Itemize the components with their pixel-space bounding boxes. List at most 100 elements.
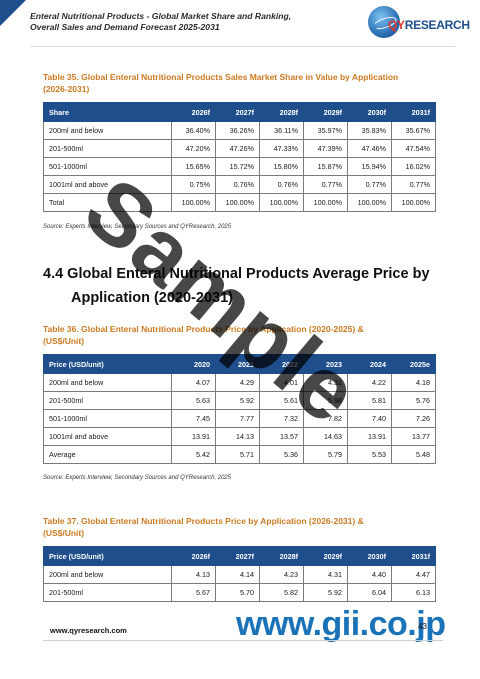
value-cell: 15.87% bbox=[303, 157, 348, 176]
value-cell: 5.79 bbox=[303, 445, 348, 464]
value-cell: 5.67 bbox=[171, 583, 216, 602]
value-cell: 4.47 bbox=[391, 565, 436, 584]
table37-caption: Table 37. Global Enteral Nutritional Pro… bbox=[43, 516, 364, 538]
column-header-year: 2023 bbox=[303, 354, 348, 374]
value-cell: 47.54% bbox=[391, 139, 436, 158]
globe-icon bbox=[368, 6, 400, 38]
row-label-cell: 200ml and below bbox=[43, 373, 172, 392]
value-cell: 0.76% bbox=[259, 175, 304, 194]
value-cell: 35.97% bbox=[303, 121, 348, 140]
value-cell: 4.18 bbox=[391, 373, 436, 392]
column-header-year: 2029f bbox=[303, 546, 348, 566]
value-cell: 4.23 bbox=[259, 565, 304, 584]
footer-url: www.qyresearch.com bbox=[50, 626, 127, 635]
column-header-year: 2031f bbox=[391, 546, 436, 566]
table36-source: Source: Experts Interview, Secondary Sou… bbox=[43, 475, 232, 481]
value-cell: 15.80% bbox=[259, 157, 304, 176]
value-cell: 16.02% bbox=[391, 157, 436, 176]
value-cell: 47.26% bbox=[215, 139, 260, 158]
table-row: Average 5.42 5.71 5.36 5.79 5.53 5.48 bbox=[43, 445, 436, 464]
column-header-year: 2027f bbox=[215, 546, 260, 566]
column-header-year: 2030f bbox=[347, 546, 392, 566]
value-cell: 47.39% bbox=[303, 139, 348, 158]
value-cell: 5.92 bbox=[215, 391, 260, 410]
column-header-year: 2028f bbox=[259, 102, 304, 122]
value-cell: 5.92 bbox=[303, 583, 348, 602]
column-header-year: 2026f bbox=[171, 546, 216, 566]
value-cell: 13.91 bbox=[347, 427, 392, 446]
column-header-year: 2030f bbox=[347, 102, 392, 122]
column-header-label: Price (USD/unit) bbox=[43, 354, 172, 374]
value-cell: 13.77 bbox=[391, 427, 436, 446]
value-cell: 5.53 bbox=[347, 445, 392, 464]
footer-divider bbox=[43, 640, 443, 641]
value-cell: 7.26 bbox=[391, 409, 436, 428]
value-cell: 5.76 bbox=[391, 391, 436, 410]
value-cell: 100.00% bbox=[347, 193, 392, 212]
section-heading: 4.4 Global Enteral Nutritional Products … bbox=[43, 262, 463, 310]
logo-text: QYRESEARCH bbox=[388, 18, 470, 32]
column-header-year: 2021 bbox=[215, 354, 260, 374]
value-cell: 6.13 bbox=[391, 583, 436, 602]
column-header-year: 2027f bbox=[215, 102, 260, 122]
value-cell: 5.63 bbox=[171, 391, 216, 410]
table35: Share 2026f 2027f 2028f 2029f 2030f 2031f 200m… bbox=[43, 102, 436, 212]
qyresearch-logo: QYRESEARCH bbox=[368, 4, 476, 42]
value-cell: 7.45 bbox=[171, 409, 216, 428]
corner-decoration bbox=[0, 0, 26, 26]
row-label-cell: 201-500ml bbox=[43, 391, 172, 410]
row-label-cell: 201-500ml bbox=[43, 583, 172, 602]
header-title-line1: Enteral Nutritional Products - Global Ma… bbox=[30, 11, 292, 21]
row-label-cell: Total bbox=[43, 193, 172, 212]
value-cell: 5.48 bbox=[391, 445, 436, 464]
column-header-year: 2026f bbox=[171, 102, 216, 122]
column-header-year: 2031f bbox=[391, 102, 436, 122]
value-cell: 0.76% bbox=[215, 175, 260, 194]
table37: Price (USD/unit) 2026f 2027f 2028f 2029f 2030… bbox=[43, 546, 436, 602]
value-cell: 7.40 bbox=[347, 409, 392, 428]
table-row: 201-500ml 5.67 5.70 5.82 5.92 6.04 6.13 bbox=[43, 583, 436, 602]
value-cell: 5.82 bbox=[259, 583, 304, 602]
table-row: 1001ml and above 13.91 14.13 13.57 14.63 13.9… bbox=[43, 427, 436, 446]
column-header-year: 2025e bbox=[391, 354, 436, 374]
row-label-cell: 501-1000ml bbox=[43, 409, 172, 428]
value-cell: 36.26% bbox=[215, 121, 260, 140]
value-cell: 47.33% bbox=[259, 139, 304, 158]
table-row: 501-1000ml 7.45 7.77 7.32 7.82 7.40 7.26 bbox=[43, 409, 436, 428]
value-cell: 35.67% bbox=[391, 121, 436, 140]
value-cell: 47.46% bbox=[347, 139, 392, 158]
value-cell: 35.83% bbox=[347, 121, 392, 140]
value-cell: 15.94% bbox=[347, 157, 392, 176]
table35-caption: Table 35. Global Enteral Nutritional Pro… bbox=[43, 72, 399, 94]
value-cell: 0.75% bbox=[171, 175, 216, 194]
row-label-cell: 201-500ml bbox=[43, 139, 172, 158]
value-cell: 36.11% bbox=[259, 121, 304, 140]
value-cell: 100.00% bbox=[303, 193, 348, 212]
column-header-year: 2022 bbox=[259, 354, 304, 374]
value-cell: 14.13 bbox=[215, 427, 260, 446]
value-cell: 15.65% bbox=[171, 157, 216, 176]
column-header-label: Share bbox=[43, 102, 172, 122]
page-number: 43 bbox=[418, 622, 427, 631]
column-header-year: 2028f bbox=[259, 546, 304, 566]
table-row: 201-500ml 47.20% 47.26% 47.33% 47.39% 47.46% 4… bbox=[43, 139, 436, 158]
value-cell: 36.40% bbox=[171, 121, 216, 140]
table-header-row: Share 2026f 2027f 2028f 2029f 2030f 2031f bbox=[43, 102, 436, 122]
row-label-cell: 501-1000ml bbox=[43, 157, 172, 176]
table36-caption: Table 36. Global Enteral Nutritional Pro… bbox=[43, 324, 364, 346]
column-header-year: 2020 bbox=[171, 354, 216, 374]
section-heading-line1: 4.4 Global Enteral Nutritional Products … bbox=[43, 266, 430, 282]
value-cell: 4.40 bbox=[347, 565, 392, 584]
table-header-row: Price (USD/unit) 2026f 2027f 2028f 2029f 2030… bbox=[43, 546, 436, 566]
value-cell: 6.04 bbox=[347, 583, 392, 602]
value-cell: 5.71 bbox=[215, 445, 260, 464]
row-label-cell: 200ml and below bbox=[43, 565, 172, 584]
row-label-cell: 200ml and below bbox=[43, 121, 172, 140]
column-header-label: Price (USD/unit) bbox=[43, 546, 172, 566]
value-cell: 4.14 bbox=[215, 565, 260, 584]
table-row: Total 100.00% 100.00% 100.00% 100.00% 100.00%… bbox=[43, 193, 436, 212]
value-cell: 0.77% bbox=[303, 175, 348, 194]
value-cell: 0.77% bbox=[391, 175, 436, 194]
value-cell: 4.31 bbox=[303, 565, 348, 584]
value-cell: 0.77% bbox=[347, 175, 392, 194]
